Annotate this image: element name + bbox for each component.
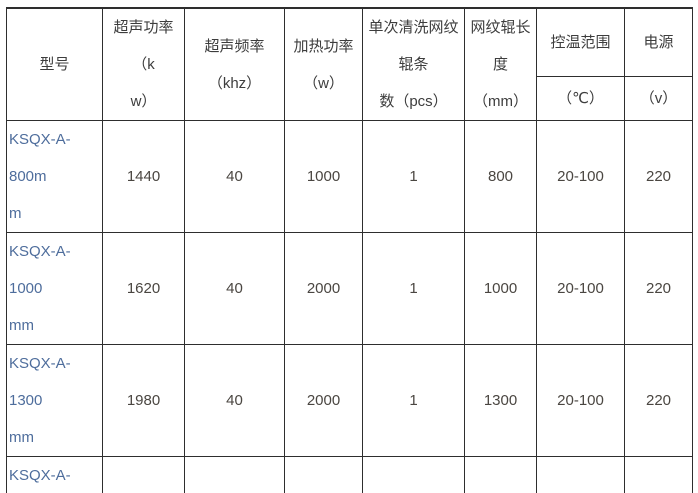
header-model: 型号 <box>6 7 103 121</box>
table-row: KSQX-A-1300 mm 1980 40 2000 1 1300 20-10… <box>6 344 693 457</box>
header-power-supply-unit: （v） <box>624 76 693 121</box>
cell-ultrasonic-power: 2340 <box>102 456 185 493</box>
cell-ultrasonic-frequency: 40 <box>184 120 285 233</box>
header-unit-row: （℃） （v） <box>7 76 693 121</box>
cell-ultrasonic-power: 1980 <box>102 344 185 457</box>
header-temp-range: 控温范围 <box>536 7 625 78</box>
cell-rolls-per-wash: 1 <box>362 232 465 345</box>
header-ultrasonic-frequency: 超声频率（khz） <box>184 7 285 121</box>
cell-ultrasonic-frequency: 40 <box>184 232 285 345</box>
cell-ultrasonic-power: 1620 <box>102 232 185 345</box>
cell-heating-power: 2000 <box>284 232 363 345</box>
cell-temp-range: 20-100 <box>536 456 625 493</box>
cell-rolls-per-wash: 1 <box>362 456 465 493</box>
cell-temp-range: 20-100 <box>536 120 625 233</box>
cell-power-supply: 220 <box>624 456 693 493</box>
cell-model: KSQX-A-1500 mm <box>6 456 103 493</box>
header-power-supply: 电源 <box>624 7 693 78</box>
header-row: 型号 超声功率（k w） 超声频率（khz） 加热功率 （w） 单次清洗网纹辊条… <box>6 7 693 121</box>
cell-roll-length: 800 <box>464 120 537 233</box>
cell-model: KSQX-A-1000 mm <box>6 232 103 345</box>
cell-power-supply: 220 <box>624 120 693 233</box>
header-roll-length: 网纹辊长度 （mm） <box>464 7 537 121</box>
cell-roll-length: 1500 <box>464 456 537 493</box>
cell-model: KSQX-A-800m m <box>6 120 103 233</box>
cell-temp-range: 20-100 <box>536 344 625 457</box>
cell-ultrasonic-frequency: 40 <box>184 344 285 457</box>
table-row: KSQX-A-1500 mm 2340 40 2000 1 1500 20-10… <box>6 456 693 493</box>
cell-power-supply: 220 <box>624 232 693 345</box>
cell-heating-power: 1000 <box>284 120 363 233</box>
cell-rolls-per-wash: 1 <box>362 120 465 233</box>
cell-heating-power: 2000 <box>284 344 363 457</box>
header-temp-range-unit: （℃） <box>536 76 625 121</box>
table-row: KSQX-A-1000 mm 1620 40 2000 1 1000 20-10… <box>6 232 693 345</box>
cell-power-supply: 220 <box>624 344 693 457</box>
cell-heating-power: 2000 <box>284 456 363 493</box>
cell-rolls-per-wash: 1 <box>362 344 465 457</box>
cell-temp-range: 20-100 <box>536 232 625 345</box>
header-ultrasonic-power: 超声功率（k w） <box>102 7 185 121</box>
cell-roll-length: 1000 <box>464 232 537 345</box>
spec-table: 型号 超声功率（k w） 超声频率（khz） 加热功率 （w） 单次清洗网纹辊条… <box>6 7 693 493</box>
header-rolls-per-wash: 单次清洗网纹辊条 数（pcs） <box>362 7 465 121</box>
cell-model: KSQX-A-1300 mm <box>6 344 103 457</box>
header-heating-power: 加热功率 （w） <box>284 7 363 121</box>
cell-ultrasonic-power: 1440 <box>102 120 185 233</box>
table-row: KSQX-A-800m m 1440 40 1000 1 800 20-100 … <box>6 120 693 233</box>
cell-roll-length: 1300 <box>464 344 537 457</box>
cell-ultrasonic-frequency: 40 <box>184 456 285 493</box>
